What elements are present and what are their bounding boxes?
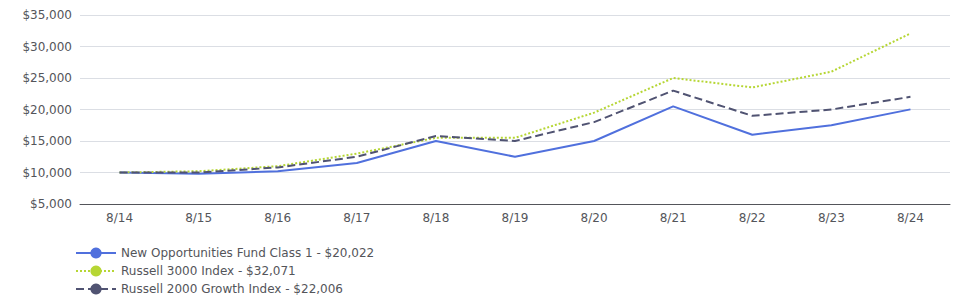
svg-text:$20,000: $20,000 bbox=[22, 103, 72, 117]
svg-text:8/18: 8/18 bbox=[422, 211, 449, 225]
svg-text:8/14: 8/14 bbox=[106, 211, 133, 225]
svg-text:$10,000: $10,000 bbox=[22, 166, 72, 180]
svg-text:Russell 3000 Index - $32,071: Russell 3000 Index - $32,071 bbox=[121, 264, 296, 278]
svg-text:$30,000: $30,000 bbox=[22, 40, 72, 54]
svg-text:8/23: 8/23 bbox=[818, 211, 845, 225]
svg-text:8/17: 8/17 bbox=[343, 211, 370, 225]
svg-text:8/24: 8/24 bbox=[897, 211, 924, 225]
svg-text:8/22: 8/22 bbox=[739, 211, 766, 225]
svg-text:8/16: 8/16 bbox=[264, 211, 291, 225]
svg-text:Russell 2000 Growth Index - $2: Russell 2000 Growth Index - $22,006 bbox=[121, 282, 343, 296]
svg-text:$25,000: $25,000 bbox=[22, 71, 72, 85]
svg-text:$15,000: $15,000 bbox=[22, 134, 72, 148]
svg-text:8/19: 8/19 bbox=[502, 211, 529, 225]
svg-text:8/15: 8/15 bbox=[185, 211, 212, 225]
svg-text:8/21: 8/21 bbox=[660, 211, 687, 225]
svg-text:New Opportunities Fund Class 1: New Opportunities Fund Class 1 - $20,022 bbox=[121, 246, 374, 260]
svg-text:$5,000: $5,000 bbox=[30, 197, 72, 211]
svg-text:$35,000: $35,000 bbox=[22, 8, 72, 22]
svg-text:8/20: 8/20 bbox=[581, 211, 608, 225]
